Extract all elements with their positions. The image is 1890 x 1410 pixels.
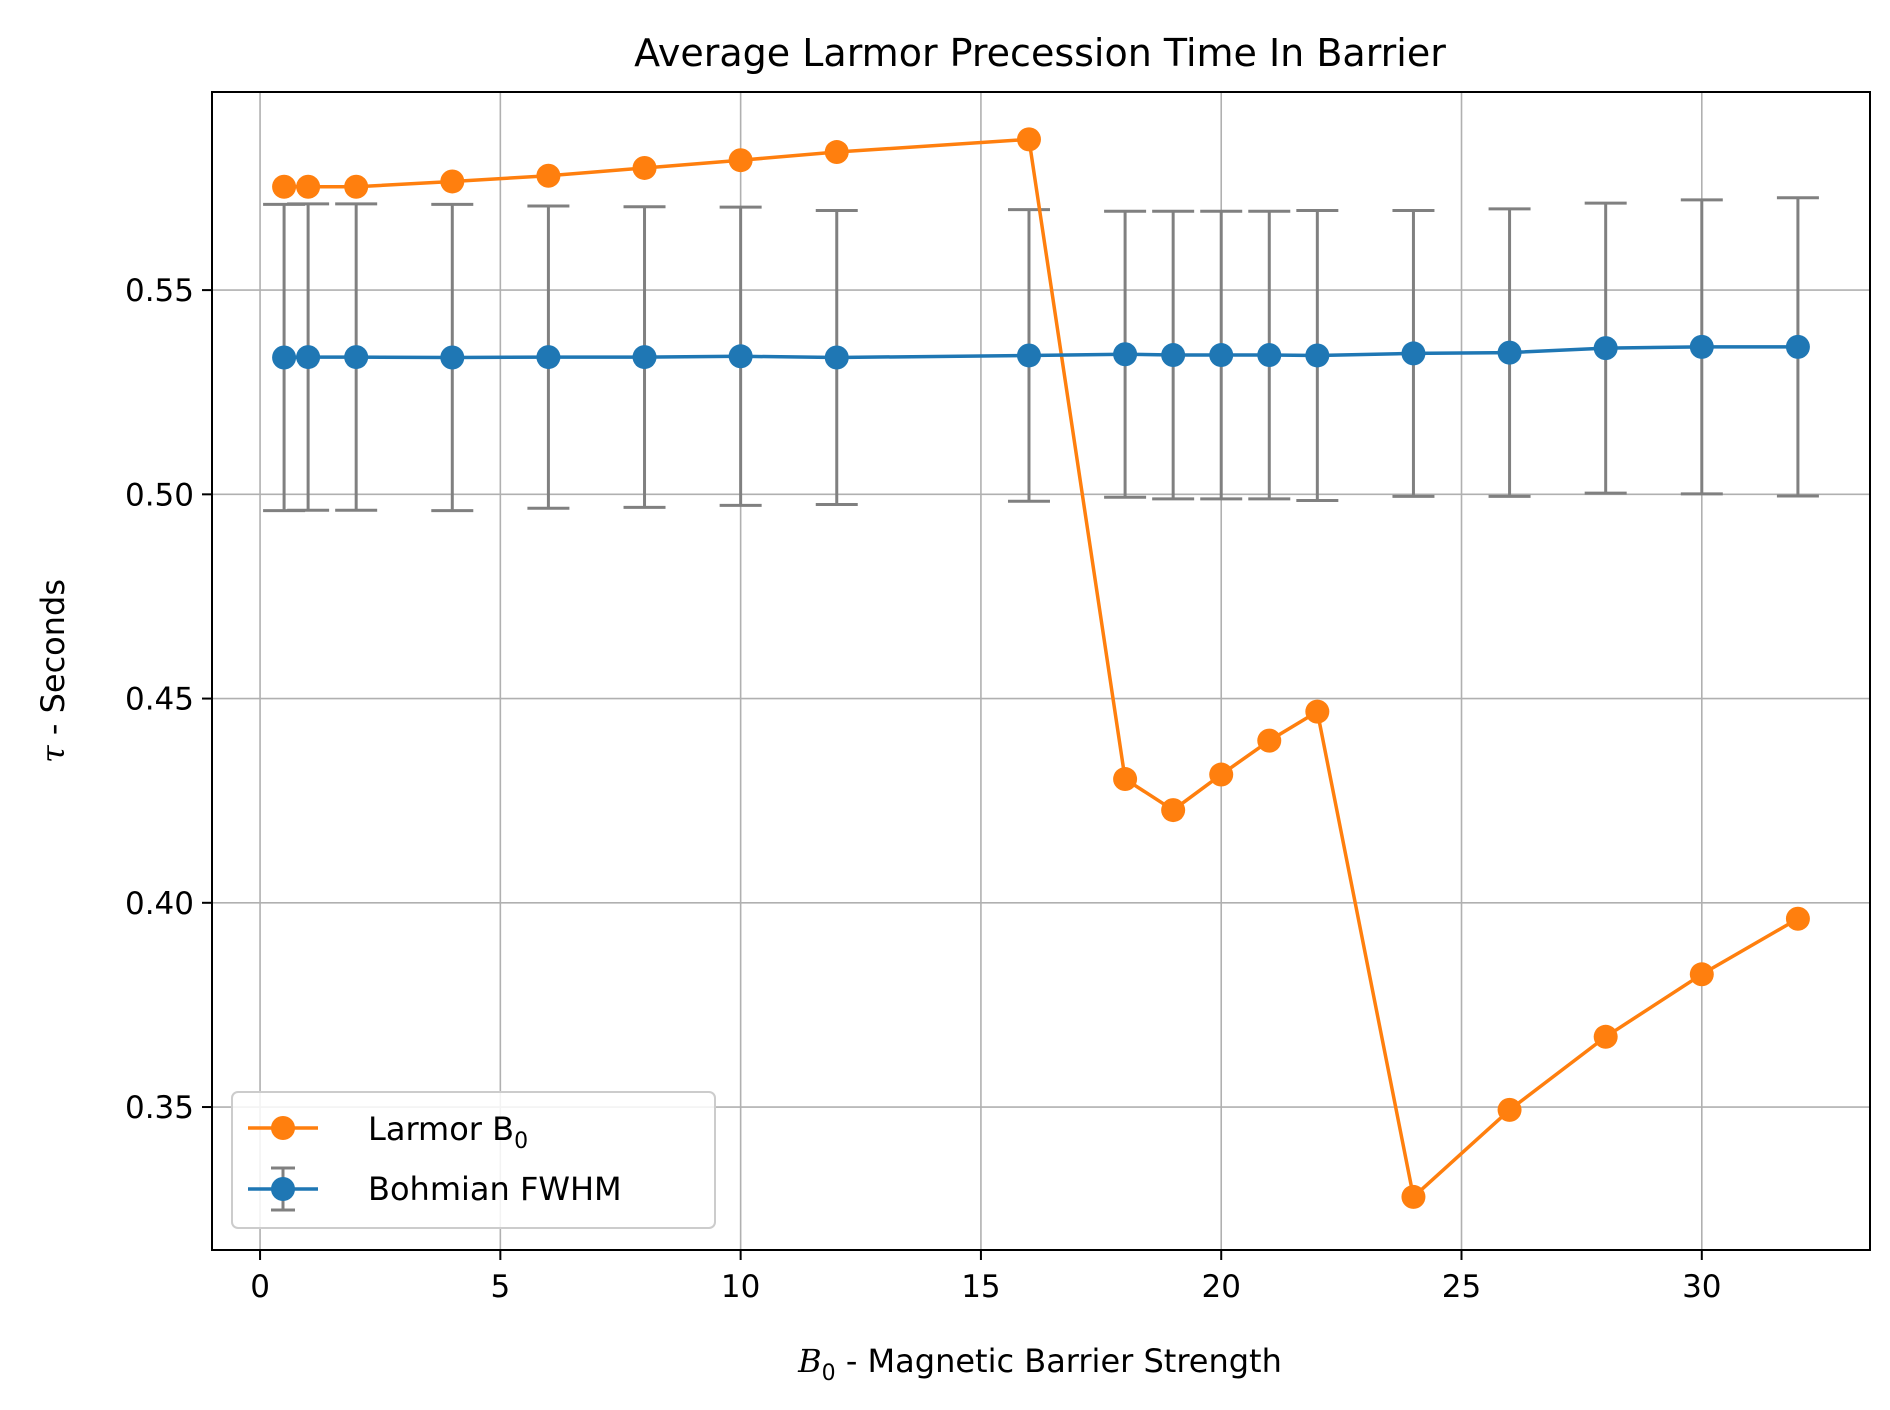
x-tick-label: 20 xyxy=(1201,1269,1240,1305)
legend-label-larmor: Larmor B0 xyxy=(368,1110,528,1154)
y-tick-label: 0.35 xyxy=(125,1090,194,1126)
data-point-larmor xyxy=(272,174,297,199)
y-axis-label-symbol: τ xyxy=(34,744,72,763)
legend-label-bohmian: Bohmian FWHM xyxy=(368,1170,622,1208)
data-point-bohmian xyxy=(824,345,849,370)
data-point-larmor xyxy=(728,148,753,173)
data-point-bohmian xyxy=(344,345,369,370)
data-point-bohmian xyxy=(1209,343,1234,368)
data-point-larmor xyxy=(344,174,369,199)
y-tick-label: 0.55 xyxy=(125,273,194,309)
x-axis-label: B0 - Magnetic Barrier Strength xyxy=(797,1342,1282,1386)
series-layer xyxy=(272,127,1810,1209)
data-point-larmor xyxy=(1016,127,1041,152)
data-point-bohmian xyxy=(1257,343,1282,368)
x-axis-label-symbol: B xyxy=(797,1342,822,1380)
data-point-larmor xyxy=(824,140,849,165)
x-axis-label-subscript: 0 xyxy=(822,1361,836,1386)
legend-label-larmor-text: Larmor B xyxy=(368,1110,514,1148)
x-axis-label-text: - Magnetic Barrier Strength xyxy=(836,1342,1282,1380)
y-axis-label-text: - Seconds xyxy=(34,579,72,745)
ticks: 0 5 10 15 20 25 30 0.35 0.40 0.45 0.50 0.55 xyxy=(125,273,1722,1305)
data-point-larmor xyxy=(296,174,321,199)
y-tick-label: 0.50 xyxy=(125,477,194,513)
legend-box xyxy=(231,1091,716,1229)
y-tick-label: 0.40 xyxy=(125,886,194,922)
x-tick-label: 0 xyxy=(250,1269,270,1305)
data-point-larmor xyxy=(632,155,657,180)
data-point-bohmian xyxy=(1689,334,1714,359)
data-point-bohmian xyxy=(1113,342,1138,367)
data-point-bohmian xyxy=(632,345,657,370)
data-point-larmor xyxy=(1689,962,1714,987)
legend-label-larmor-subscript: 0 xyxy=(514,1129,528,1154)
plot-frame xyxy=(211,91,1871,1251)
data-point-bohmian xyxy=(272,345,297,370)
x-tick-label: 10 xyxy=(721,1269,760,1305)
data-point-larmor xyxy=(1161,798,1186,823)
data-point-larmor xyxy=(440,169,465,194)
data-point-larmor xyxy=(1401,1184,1426,1209)
data-point-bohmian xyxy=(728,344,753,369)
data-point-bohmian xyxy=(440,345,465,370)
data-point-bohmian xyxy=(536,345,561,370)
data-point-bohmian xyxy=(1785,334,1810,359)
legend-marker-bohmian xyxy=(271,1177,295,1201)
data-point-larmor xyxy=(1113,767,1138,792)
data-point-bohmian xyxy=(1161,343,1186,368)
data-point-bohmian xyxy=(1401,341,1426,366)
y-axis-label: τ - Seconds xyxy=(34,579,72,763)
data-point-bohmian xyxy=(296,345,321,370)
data-point-bohmian xyxy=(1593,336,1618,361)
data-point-larmor xyxy=(536,163,561,188)
x-tick-label: 30 xyxy=(1682,1269,1721,1305)
data-point-larmor xyxy=(1593,1024,1618,1049)
data-point-bohmian xyxy=(1016,343,1041,368)
legend: Larmor B0 Bohmian FWHM xyxy=(231,1091,716,1229)
data-point-larmor xyxy=(1305,699,1330,724)
data-point-larmor xyxy=(1785,906,1810,931)
data-point-larmor xyxy=(1497,1097,1522,1122)
y-tick-label: 0.45 xyxy=(125,682,194,718)
x-tick-label: 5 xyxy=(490,1269,510,1305)
data-point-larmor xyxy=(1209,762,1234,787)
data-point-bohmian xyxy=(1305,343,1330,368)
x-tick-label: 25 xyxy=(1442,1269,1481,1305)
data-point-bohmian xyxy=(1497,340,1522,365)
x-tick-label: 15 xyxy=(961,1269,1000,1305)
data-point-larmor xyxy=(1257,728,1282,753)
chart-title: Average Larmor Precession Time In Barrie… xyxy=(634,31,1446,75)
legend-marker-larmor xyxy=(271,1116,295,1140)
